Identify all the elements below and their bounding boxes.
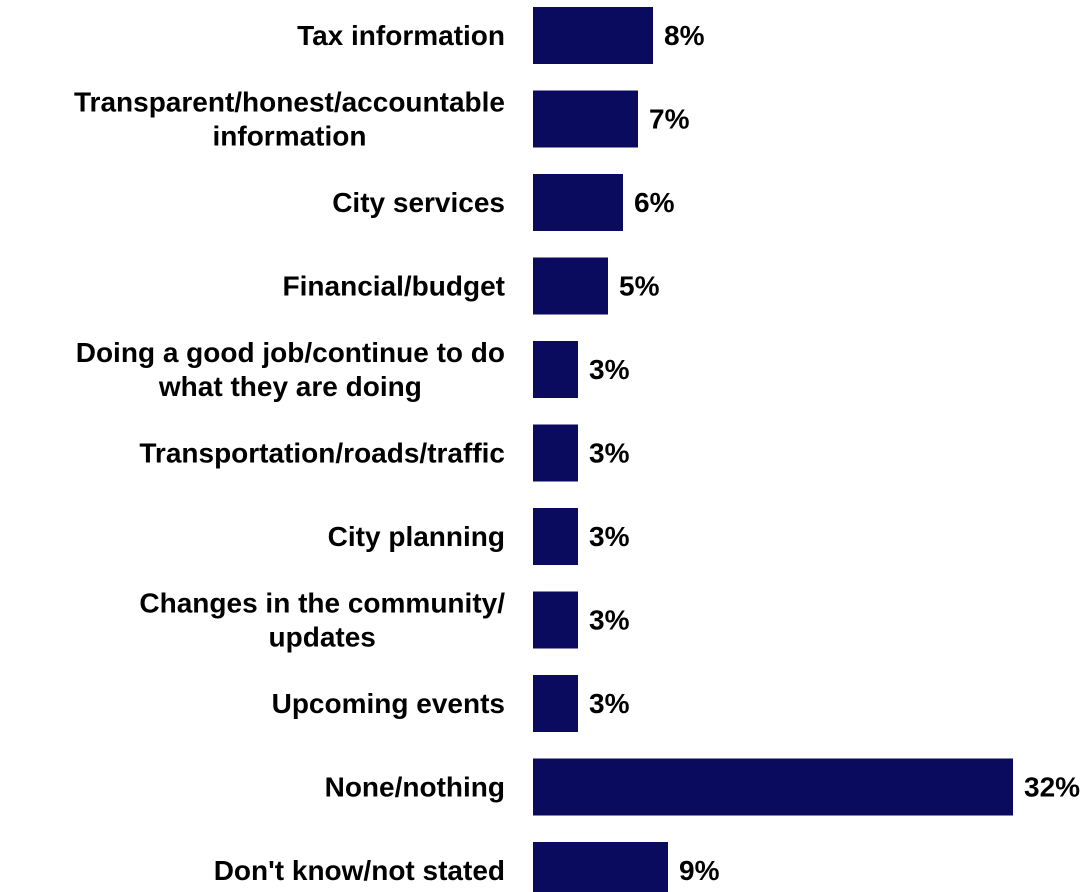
bar: [533, 424, 578, 482]
category-label: None/nothing: [325, 772, 505, 803]
value-label: 6%: [634, 187, 675, 218]
bar: [533, 174, 623, 231]
category-label: Upcoming events: [272, 688, 505, 719]
bar: [533, 842, 668, 892]
value-label: 3%: [589, 521, 630, 552]
value-label: 8%: [664, 20, 705, 51]
value-label: 9%: [679, 855, 720, 886]
value-label: 5%: [619, 271, 660, 302]
bar: [533, 7, 653, 64]
bar: [533, 591, 578, 649]
value-label: 3%: [589, 688, 630, 719]
category-label: Transparent/honest/accountable: [74, 87, 505, 118]
bar: [533, 341, 578, 398]
category-label: Don't know/not stated: [214, 855, 505, 886]
value-label: 3%: [589, 438, 630, 469]
bar: [533, 675, 578, 732]
category-label: City planning: [328, 521, 505, 552]
category-label: Financial/budget: [283, 271, 505, 302]
bar: [533, 508, 578, 565]
bar: [533, 257, 608, 315]
category-label: information: [213, 121, 367, 152]
value-label: 7%: [649, 104, 690, 135]
category-label: Tax information: [297, 20, 505, 51]
value-label: 32%: [1024, 772, 1080, 803]
value-labels: 8% 7% 6% 5% 3% 3% 3% 3% 3% 32% 9%: [589, 20, 1080, 886]
category-labels: Tax information Transparent/honest/accoun…: [74, 20, 505, 886]
category-label: Changes in the community/: [139, 588, 505, 619]
bars: [533, 7, 1013, 892]
category-label: Transportation/roads/traffic: [139, 438, 505, 469]
value-label: 3%: [589, 605, 630, 636]
category-label: Doing a good job/continue to do: [76, 337, 505, 368]
category-label: what they are doing: [158, 371, 422, 402]
bar: [533, 758, 1013, 816]
bar: [533, 90, 638, 148]
value-label: 3%: [589, 354, 630, 385]
category-label: updates: [269, 622, 376, 653]
category-label: City services: [332, 187, 505, 218]
